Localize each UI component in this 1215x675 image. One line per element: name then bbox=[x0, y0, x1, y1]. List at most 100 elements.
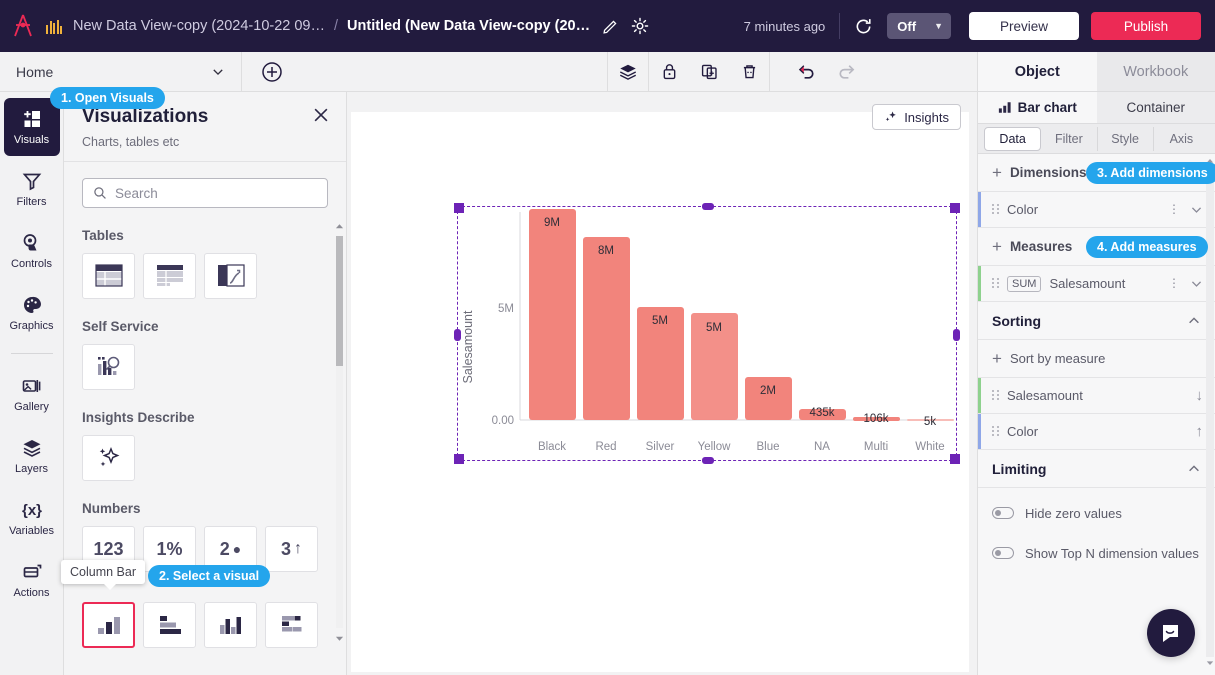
redo-icon[interactable] bbox=[826, 52, 866, 91]
scrollbar-thumb[interactable] bbox=[336, 236, 343, 366]
breadcrumb-parent[interactable]: New Data View-copy (2024-10-22 09… bbox=[73, 18, 326, 34]
tile-table-grouped[interactable] bbox=[143, 253, 196, 299]
drag-handle-icon[interactable] bbox=[992, 278, 999, 289]
tile-table-aggregate[interactable] bbox=[204, 253, 257, 299]
chevron-down-icon[interactable] bbox=[1190, 277, 1203, 290]
resize-handle-b[interactable] bbox=[702, 457, 714, 464]
add-page-button[interactable] bbox=[242, 61, 302, 83]
pencil-icon[interactable] bbox=[602, 18, 619, 35]
tile-number-arrow[interactable]: 3 ↑ bbox=[265, 526, 318, 572]
app-logo[interactable] bbox=[0, 14, 46, 38]
drag-handle-icon[interactable] bbox=[992, 390, 999, 401]
tile-stacked-bar-horizontal[interactable] bbox=[143, 602, 196, 648]
breadcrumb-current[interactable]: Untitled (New Data View-copy (20… bbox=[347, 18, 591, 34]
tab-workbook[interactable]: Workbook bbox=[1096, 52, 1215, 91]
sidebar-item-filters[interactable]: Filters bbox=[4, 160, 60, 218]
visuals-scrollbar[interactable] bbox=[335, 222, 344, 642]
chevron-up-icon[interactable] bbox=[1187, 314, 1201, 328]
scroll-down-icon[interactable] bbox=[1206, 659, 1214, 667]
add-measures-button[interactable]: + Measures 4. Add measures bbox=[978, 228, 1215, 266]
subtab-style[interactable]: Style bbox=[1098, 126, 1154, 151]
insights-button[interactable]: Insights bbox=[872, 104, 961, 130]
close-icon[interactable] bbox=[312, 106, 330, 124]
subtab-filter[interactable]: Filter bbox=[1041, 126, 1098, 151]
more-vertical-icon[interactable]: ⋮ bbox=[1168, 276, 1180, 291]
sidebar-item-layers[interactable]: Layers bbox=[4, 427, 60, 485]
lock-icon[interactable] bbox=[649, 52, 689, 91]
tab-bar-chart[interactable]: Bar chart bbox=[978, 92, 1097, 123]
sort-direction[interactable]: ↑ bbox=[1196, 423, 1204, 440]
toggle-switch[interactable] bbox=[992, 547, 1014, 559]
value-label-0: 9M bbox=[544, 217, 560, 229]
resize-handle-r[interactable] bbox=[953, 329, 960, 341]
resize-handle-tr[interactable] bbox=[950, 203, 960, 213]
gear-icon[interactable] bbox=[631, 17, 649, 35]
trash-icon[interactable] bbox=[729, 52, 769, 91]
sorting-section-header[interactable]: Sorting bbox=[978, 302, 1215, 340]
sort-by-measure-button[interactable]: + Sort by measure bbox=[978, 340, 1215, 378]
resize-handle-t[interactable] bbox=[702, 203, 714, 210]
undo-icon[interactable] bbox=[786, 52, 826, 91]
subtab-axis[interactable]: Axis bbox=[1169, 131, 1194, 146]
scroll-down-icon[interactable] bbox=[335, 634, 344, 643]
tile-number-dot[interactable]: 2 ● bbox=[204, 526, 257, 572]
tile-grouped-column[interactable] bbox=[204, 602, 257, 648]
resize-handle-br[interactable] bbox=[950, 454, 960, 464]
tile-stacked-bar-mixed[interactable] bbox=[265, 602, 318, 648]
sidebar-item-gallery[interactable]: Gallery bbox=[4, 365, 60, 423]
preview-button[interactable]: Preview bbox=[969, 12, 1079, 40]
scrollbar-track[interactable] bbox=[1206, 167, 1214, 657]
chart-selection-frame[interactable] bbox=[454, 203, 960, 464]
more-vertical-icon[interactable]: ⋮ bbox=[1168, 202, 1180, 217]
tile-table-basic[interactable] bbox=[82, 253, 135, 299]
search-box[interactable] bbox=[82, 178, 328, 208]
measure-field-salesamount[interactable]: SUM Salesamount ⋮ bbox=[978, 266, 1215, 302]
right-panel-scrollbar[interactable] bbox=[1206, 157, 1214, 667]
sidebar-item-visuals[interactable]: Visuals bbox=[3, 98, 60, 156]
tile-column-bar[interactable] bbox=[82, 602, 135, 648]
sidebar-item-controls[interactable]: Controls bbox=[4, 222, 60, 280]
publish-button[interactable]: Publish bbox=[1091, 12, 1201, 40]
chat-button[interactable] bbox=[1147, 609, 1195, 657]
drag-handle-icon[interactable] bbox=[992, 426, 999, 437]
sidebar-item-variables[interactable]: {x} Variables bbox=[4, 489, 60, 547]
subtab-data[interactable]: Data bbox=[984, 126, 1042, 151]
add-dimensions-button[interactable]: + Dimensions 3. Add dimensions bbox=[978, 154, 1215, 192]
chevron-down-icon[interactable] bbox=[1190, 203, 1203, 216]
sidebar-item-graphics[interactable]: Graphics bbox=[4, 284, 60, 342]
dimension-field-color[interactable]: Color ⋮ bbox=[978, 192, 1215, 228]
resize-handle-tl[interactable] bbox=[454, 203, 464, 213]
tab-container[interactable]: Container bbox=[1096, 92, 1215, 123]
resize-handle-bl[interactable] bbox=[454, 454, 464, 464]
page-select-home[interactable]: Home bbox=[0, 52, 242, 91]
toggle-hide-zero-values[interactable]: Hide zero values bbox=[978, 495, 1215, 531]
scrollbar-track[interactable] bbox=[336, 236, 343, 628]
field-accent-bar bbox=[978, 378, 981, 413]
resize-handle-l[interactable] bbox=[454, 329, 461, 341]
chevron-up-icon[interactable] bbox=[1187, 462, 1201, 476]
sort-direction[interactable]: ↓ bbox=[1196, 387, 1204, 404]
sort-row-salesamount[interactable]: Salesamount ↓ bbox=[978, 378, 1215, 414]
toggle-switch[interactable] bbox=[992, 507, 1014, 519]
sidebar-item-actions[interactable]: Actions bbox=[4, 551, 60, 609]
duplicate-icon[interactable] bbox=[689, 52, 729, 91]
coach-mark-step2: 2. Select a visual bbox=[148, 565, 271, 587]
tab-object[interactable]: Object bbox=[978, 52, 1097, 91]
scroll-up-icon[interactable] bbox=[1206, 157, 1214, 165]
aggregation-tag[interactable]: SUM bbox=[1007, 275, 1042, 292]
sort-row-color[interactable]: Color ↑ bbox=[978, 414, 1215, 450]
bar-chart[interactable]: Salesamount 5M 0.00 9M 8M 5M 5M 2M 435k … bbox=[347, 92, 977, 675]
scroll-up-icon[interactable] bbox=[335, 222, 344, 231]
group-title-insights-describe: Insights Describe bbox=[82, 410, 195, 425]
tile-self-service-explore[interactable] bbox=[82, 344, 135, 390]
tile-sparkles-insight[interactable] bbox=[82, 435, 135, 481]
toggle-show-top-n[interactable]: Show Top N dimension values bbox=[978, 535, 1215, 571]
search-input[interactable] bbox=[115, 185, 317, 201]
drag-handle-icon[interactable] bbox=[992, 204, 999, 215]
field-accent-bar bbox=[978, 414, 981, 449]
limiting-section-header[interactable]: Limiting bbox=[978, 450, 1215, 488]
field-accent-bar bbox=[978, 192, 981, 227]
stack-icon[interactable] bbox=[608, 52, 648, 91]
refresh-icon[interactable] bbox=[854, 17, 873, 36]
autorefresh-select[interactable]: Off ▼ bbox=[887, 13, 951, 39]
